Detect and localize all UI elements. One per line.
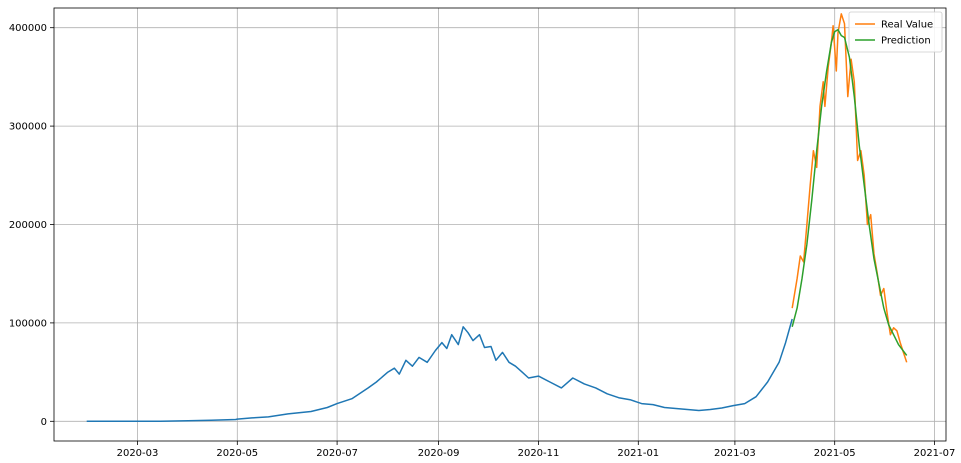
- legend-box: [848, 11, 943, 53]
- legend: Real Value Prediction: [848, 11, 943, 53]
- x-tick-label: 2020-03: [117, 448, 159, 459]
- x-tick-label: 2020-05: [216, 448, 258, 459]
- y-tick-label: 300000: [9, 122, 47, 133]
- y-tick-label: 200000: [9, 220, 47, 231]
- series-line-real-value: [791, 13, 908, 363]
- y-axis: 0 100000 200000 300000 400000: [9, 23, 54, 428]
- y-tick-label: 0: [41, 417, 47, 428]
- x-tick-label: 2021-01: [617, 448, 659, 459]
- x-tick-label: 2021-03: [714, 448, 756, 459]
- y-tick-label: 400000: [9, 23, 47, 34]
- legend-label: Prediction: [881, 36, 931, 47]
- legend-label: Real Value: [881, 20, 933, 31]
- y-tick-label: 100000: [9, 318, 47, 329]
- series-line-prediction: [791, 28, 908, 356]
- x-tick-label: 2020-07: [316, 448, 358, 459]
- grid: [54, 8, 946, 441]
- x-axis: 2020-03 2020-05 2020-07 2020-09 2020-11 2021-…: [117, 441, 956, 459]
- x-tick-label: 2020-09: [418, 448, 460, 459]
- series-line-history: [86, 318, 793, 423]
- x-tick-label: 2020-11: [518, 448, 560, 459]
- x-tick-label: 2021-05: [814, 448, 856, 459]
- x-tick-label: 2021-07: [914, 448, 956, 459]
- series-layer: [86, 13, 908, 423]
